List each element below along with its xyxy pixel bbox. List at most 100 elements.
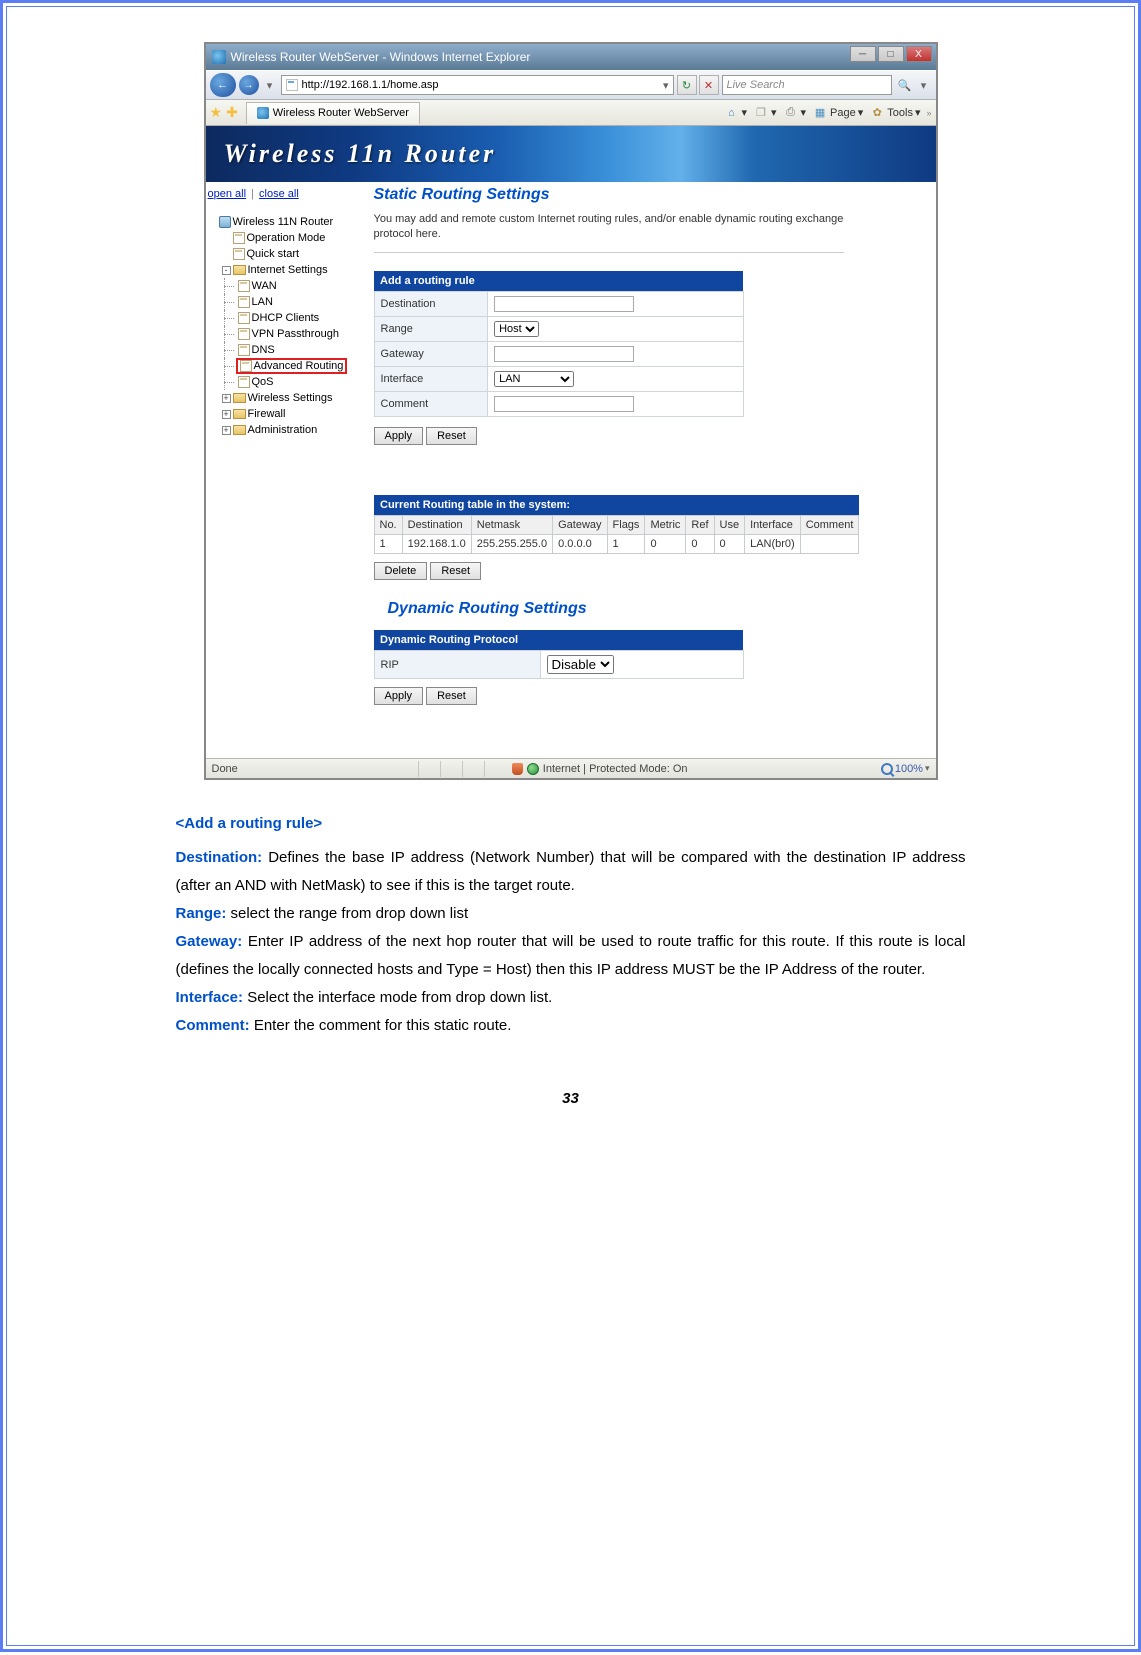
status-done: Done (212, 763, 238, 775)
back-button[interactable]: ← (210, 73, 236, 97)
comment-input[interactable] (494, 396, 634, 412)
dynamic-routing-table: Dynamic Routing Protocol RIP Disable (374, 630, 744, 679)
interface-select[interactable]: LAN (494, 371, 574, 387)
window-controls: ─ □ X (850, 46, 932, 62)
home-button[interactable]: ⌂▾ (723, 106, 747, 120)
label-interface: Interface (374, 367, 488, 392)
stop-button[interactable]: ✕ (699, 75, 719, 95)
browser-screenshot: Wireless Router WebServer - Windows Inte… (204, 42, 938, 780)
address-dropdown-icon[interactable]: ▾ (663, 79, 669, 92)
tree-advanced-routing[interactable]: Advanced Routing (208, 358, 360, 374)
main-panel: Static Routing Settings You may add and … (364, 182, 936, 758)
tree-internet-settings[interactable]: -Internet Settings (208, 262, 360, 278)
delete-button[interactable]: Delete (374, 562, 428, 580)
chevron-more-icon[interactable]: » (926, 108, 931, 118)
tabs-bar: ★ ✚ Wireless Router WebServer ⌂▾ ❐▾ ⎙▾ ▦… (206, 100, 936, 126)
col-dest: Destination (402, 516, 471, 535)
col-flags: Flags (607, 516, 645, 535)
nav-dropdown[interactable]: ▾ (262, 79, 278, 92)
rip-select[interactable]: Disable (547, 655, 614, 674)
browser-tab[interactable]: Wireless Router WebServer (246, 102, 420, 124)
tree-vpn[interactable]: VPN Passthrough (208, 326, 360, 342)
zoom-icon (881, 763, 893, 775)
col-iface: Interface (745, 516, 801, 535)
minimize-button[interactable]: ─ (850, 46, 876, 62)
tree-wireless[interactable]: +Wireless Settings (208, 390, 360, 406)
maximize-button[interactable]: □ (878, 46, 904, 62)
tree-quick-start[interactable]: Quick start (208, 246, 360, 262)
forward-button[interactable]: → (239, 75, 259, 95)
routing-table-buttons: Delete Reset (374, 562, 916, 580)
label-range: Range (374, 317, 488, 342)
content-area: open all | close all Wireless 11N Router… (206, 182, 936, 758)
tree-dhcp[interactable]: DHCP Clients (208, 310, 360, 326)
gateway-input[interactable] (494, 346, 634, 362)
window-title: Wireless Router WebServer - Windows Inte… (231, 50, 531, 64)
router-banner: Wireless 11n Router (206, 126, 936, 182)
refresh-group: ↻ ✕ (677, 75, 719, 95)
routing-table-header: Current Routing table in the system: (374, 495, 859, 516)
routing-table: Current Routing table in the system: No.… (374, 495, 860, 554)
add-favorite-icon[interactable]: ✚ (226, 104, 238, 121)
separator: | (251, 188, 254, 200)
shield-icon (512, 763, 523, 775)
tab-ie-icon (257, 107, 269, 119)
add-rule-table: Add a routing rule Destination RangeHost… (374, 271, 744, 417)
static-routing-title: Static Routing Settings (374, 186, 916, 204)
zoom-dropdown-icon[interactable]: ▾ (925, 763, 930, 774)
reset-button[interactable]: Reset (426, 427, 477, 445)
label-comment: Comment (374, 392, 488, 417)
tree-admin[interactable]: +Administration (208, 422, 360, 438)
tab-title: Wireless Router WebServer (273, 107, 409, 119)
page-number: 33 (67, 1090, 1074, 1107)
mode-text: Internet | Protected Mode: On (543, 763, 688, 775)
tree-lan[interactable]: LAN (208, 294, 360, 310)
banner-text: Wireless 11n Router (224, 139, 497, 169)
print-button[interactable]: ⎙▾ (783, 106, 807, 120)
address-bar[interactable]: http://192.168.1.1/home.asp ▾ (281, 75, 674, 95)
close-button[interactable]: X (906, 46, 932, 62)
destination-input[interactable] (494, 296, 634, 312)
doc-interface: Interface: Select the interface mode fro… (176, 984, 966, 1012)
apply-button[interactable]: Apply (374, 427, 424, 445)
doc-destination: Destination: Defines the base IP address… (176, 844, 966, 900)
refresh-button[interactable]: ↻ (677, 75, 697, 95)
add-rule-buttons: Apply Reset (374, 427, 916, 445)
url-text: http://192.168.1.1/home.asp (302, 79, 439, 91)
col-use: Use (714, 516, 745, 535)
doc-section-title: <Add a routing rule> (176, 810, 966, 838)
zoom-control[interactable]: 100% ▾ (881, 763, 930, 775)
tree-operation-mode[interactable]: Operation Mode (208, 230, 360, 246)
col-ref: Ref (686, 516, 714, 535)
dynamic-buttons: Apply Reset (374, 687, 916, 705)
col-gateway: Gateway (553, 516, 607, 535)
tree-firewall[interactable]: +Firewall (208, 406, 360, 422)
tree-qos[interactable]: QoS (208, 374, 360, 390)
feeds-button[interactable]: ❐▾ (753, 106, 777, 120)
ie-icon (212, 50, 226, 64)
dynamic-header: Dynamic Routing Protocol (374, 630, 743, 651)
search-button[interactable]: 🔍 (897, 79, 913, 92)
reset-button-3[interactable]: Reset (426, 687, 477, 705)
search-dropdown[interactable]: ▾ (916, 79, 932, 92)
tree-root[interactable]: Wireless 11N Router (208, 214, 360, 230)
globe-icon (527, 763, 539, 775)
static-routing-desc: You may add and remote custom Internet r… (374, 212, 844, 253)
page-menu[interactable]: ▦Page ▾ (812, 106, 863, 120)
apply-button-2[interactable]: Apply (374, 687, 424, 705)
add-rule-header: Add a routing rule (374, 271, 743, 292)
favorites-icon[interactable]: ★ (210, 104, 223, 121)
search-box[interactable]: Live Search (722, 75, 892, 95)
tree-wan[interactable]: WAN (208, 278, 360, 294)
col-no: No. (374, 516, 402, 535)
tree-dns[interactable]: DNS (208, 342, 360, 358)
col-comment: Comment (800, 516, 859, 535)
status-bar: Done Internet | Protected Mode: On 100% … (206, 758, 936, 778)
status-mode: Internet | Protected Mode: On (512, 763, 688, 775)
range-select[interactable]: Host (494, 321, 539, 337)
open-all-link[interactable]: open all (208, 188, 247, 200)
reset-button-2[interactable]: Reset (430, 562, 481, 580)
toolbar-right: ⌂▾ ❐▾ ⎙▾ ▦Page ▾ ✿Tools ▾ » (723, 106, 931, 120)
close-all-link[interactable]: close all (259, 188, 299, 200)
tools-menu[interactable]: ✿Tools ▾ (869, 106, 920, 120)
